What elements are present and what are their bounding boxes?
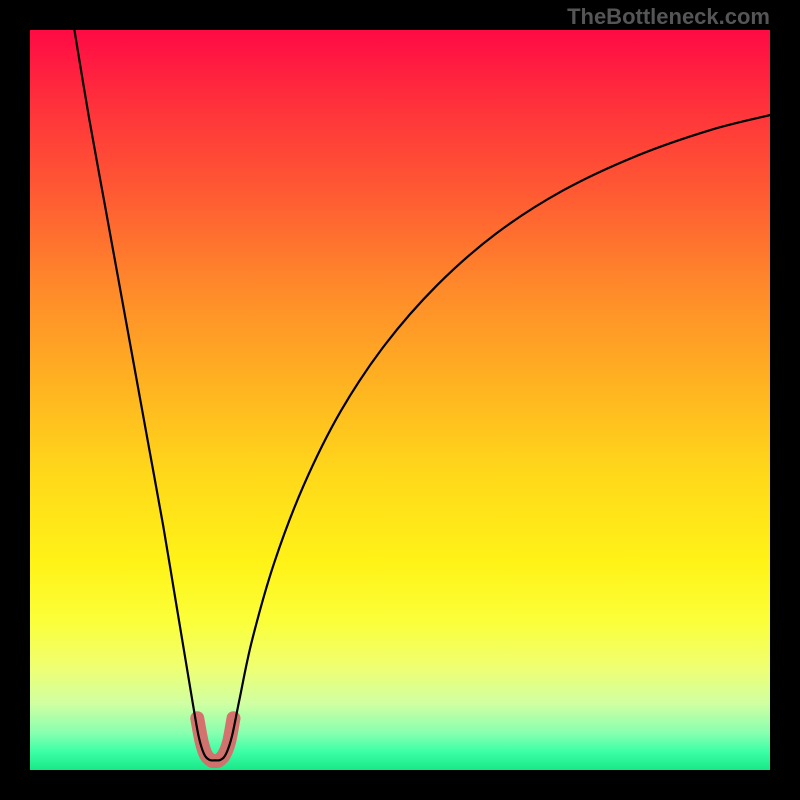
chart-svg <box>30 30 770 770</box>
watermark-text: TheBottleneck.com <box>567 4 770 30</box>
plot-area <box>30 30 770 770</box>
main-curve-path <box>74 30 770 760</box>
valley-highlight-path <box>197 718 233 761</box>
